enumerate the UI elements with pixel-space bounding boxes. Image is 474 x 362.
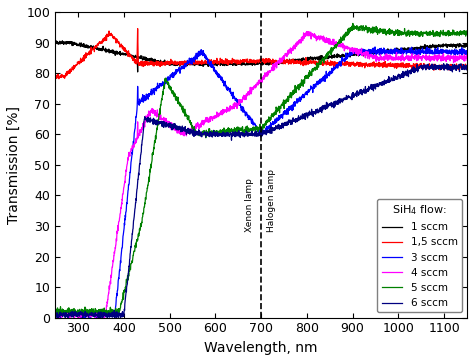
3 sccm bbox=[223, 84, 228, 88]
1 sccm bbox=[53, 40, 58, 44]
Legend: 1 sccm, 1,5 sccm, 3 sccm, 4 sccm, 5 sccm, 6 sccm: 1 sccm, 1,5 sccm, 3 sccm, 4 sccm, 5 sccm… bbox=[377, 199, 462, 312]
1 sccm bbox=[76, 43, 82, 47]
6 sccm bbox=[220, 132, 226, 136]
6 sccm bbox=[223, 131, 228, 135]
6 sccm bbox=[464, 63, 470, 67]
5 sccm bbox=[334, 43, 339, 48]
5 sccm bbox=[140, 211, 146, 216]
Line: 1,5 sccm: 1,5 sccm bbox=[55, 29, 467, 79]
3 sccm bbox=[372, 45, 378, 49]
Line: 4 sccm: 4 sccm bbox=[55, 31, 467, 319]
1 sccm bbox=[334, 55, 340, 59]
5 sccm bbox=[53, 309, 58, 313]
1 sccm bbox=[223, 62, 228, 67]
5 sccm bbox=[76, 314, 82, 318]
1 sccm bbox=[207, 63, 213, 67]
4 sccm bbox=[223, 108, 228, 112]
Line: 6 sccm: 6 sccm bbox=[55, 64, 467, 319]
1,5 sccm bbox=[76, 60, 82, 65]
1,5 sccm bbox=[464, 65, 470, 70]
6 sccm bbox=[441, 62, 447, 66]
1 sccm bbox=[221, 62, 227, 66]
6 sccm bbox=[76, 310, 82, 315]
3 sccm bbox=[464, 49, 470, 53]
3 sccm bbox=[76, 314, 82, 318]
5 sccm bbox=[76, 309, 82, 313]
3 sccm bbox=[53, 313, 58, 318]
3 sccm bbox=[140, 100, 146, 104]
1,5 sccm bbox=[223, 59, 228, 63]
Line: 1 sccm: 1 sccm bbox=[55, 41, 467, 72]
5 sccm bbox=[350, 21, 356, 26]
Text: Xenon lamp: Xenon lamp bbox=[245, 178, 254, 232]
6 sccm bbox=[334, 102, 339, 106]
5 sccm bbox=[464, 30, 470, 34]
1,5 sccm bbox=[334, 64, 340, 68]
4 sccm bbox=[95, 317, 101, 321]
5 sccm bbox=[207, 127, 212, 131]
5 sccm bbox=[220, 128, 226, 132]
1 sccm bbox=[141, 56, 146, 60]
4 sccm bbox=[76, 315, 82, 319]
1,5 sccm bbox=[53, 72, 58, 76]
6 sccm bbox=[207, 131, 212, 135]
5 sccm bbox=[223, 129, 228, 133]
Line: 3 sccm: 3 sccm bbox=[55, 47, 467, 318]
4 sccm bbox=[53, 314, 58, 319]
1 sccm bbox=[135, 70, 140, 74]
1,5 sccm bbox=[141, 63, 146, 68]
6 sccm bbox=[53, 311, 58, 316]
3 sccm bbox=[207, 63, 212, 68]
6 sccm bbox=[118, 316, 123, 321]
4 sccm bbox=[334, 44, 340, 49]
4 sccm bbox=[140, 123, 146, 127]
Line: 5 sccm: 5 sccm bbox=[55, 24, 467, 316]
3 sccm bbox=[82, 316, 88, 320]
3 sccm bbox=[220, 81, 226, 85]
Text: Halogen lamp: Halogen lamp bbox=[267, 169, 276, 232]
1,5 sccm bbox=[56, 77, 62, 81]
X-axis label: Wavelength, nm: Wavelength, nm bbox=[204, 341, 318, 355]
Y-axis label: Transmission [%]: Transmission [%] bbox=[7, 106, 21, 224]
4 sccm bbox=[220, 111, 226, 116]
4 sccm bbox=[304, 29, 310, 34]
1,5 sccm bbox=[135, 26, 140, 31]
1 sccm bbox=[60, 39, 65, 43]
6 sccm bbox=[140, 127, 146, 131]
1,5 sccm bbox=[207, 59, 213, 63]
3 sccm bbox=[334, 66, 339, 70]
1,5 sccm bbox=[221, 58, 227, 63]
1 sccm bbox=[464, 43, 470, 48]
4 sccm bbox=[464, 58, 470, 62]
4 sccm bbox=[207, 115, 212, 119]
